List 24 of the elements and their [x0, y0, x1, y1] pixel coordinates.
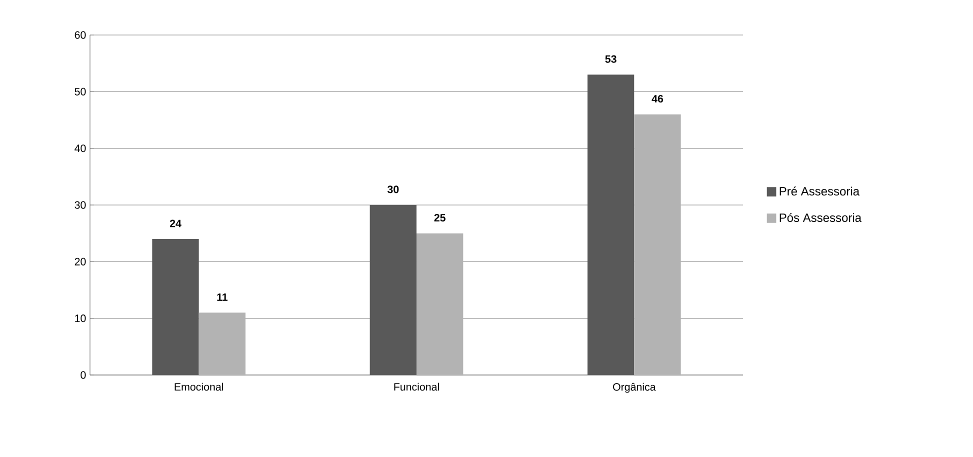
- bar: [370, 205, 417, 375]
- data-label: 53: [605, 55, 616, 63]
- x-tick-label: Emocional: [174, 382, 224, 391]
- y-tick-label: 30: [74, 201, 86, 209]
- y-tick-label: 60: [74, 31, 86, 39]
- x-tick-label: Funcional: [394, 382, 439, 391]
- bar: [588, 74, 634, 375]
- bar: [634, 114, 681, 375]
- data-label: 46: [652, 94, 664, 103]
- legend-label: Pós Assessoria: [780, 212, 862, 222]
- data-label: 11: [217, 294, 228, 301]
- y-tick-label: 0: [80, 371, 86, 379]
- bar: [152, 239, 199, 375]
- legend-label: Pré Assessoria: [780, 186, 860, 196]
- data-label: 24: [170, 220, 182, 228]
- y-tick-label: 50: [74, 88, 86, 96]
- y-tick-label: 40: [74, 144, 86, 152]
- bar: [198, 312, 246, 375]
- bar: [416, 233, 464, 375]
- x-tick-label: Orgânica: [613, 382, 656, 393]
- data-label: 25: [434, 214, 446, 222]
- y-tick-label: 10: [75, 314, 86, 322]
- data-label: 30: [387, 186, 399, 194]
- y-tick-label: 20: [74, 258, 86, 266]
